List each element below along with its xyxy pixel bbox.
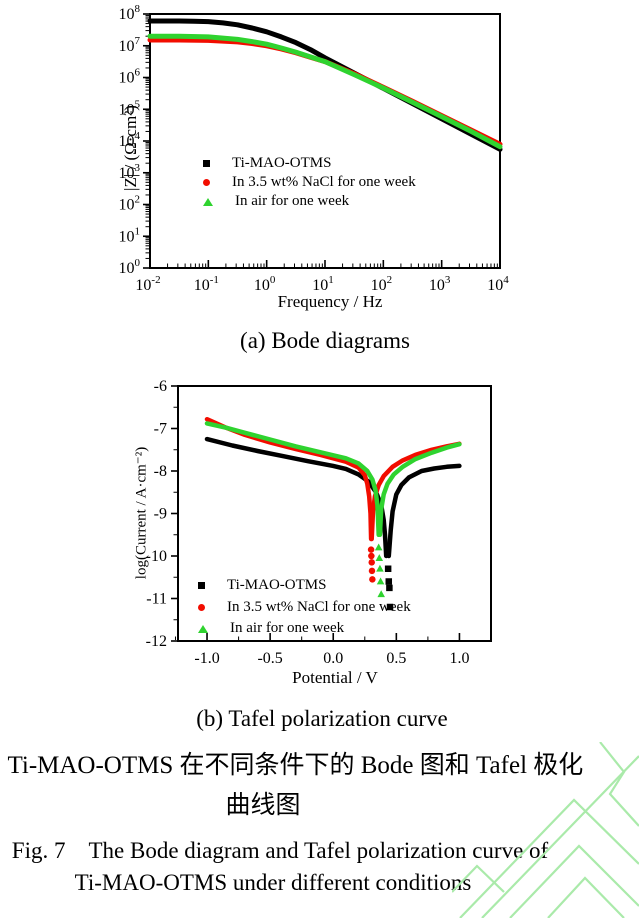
svg-text:0.5: 0.5 (386, 650, 406, 667)
black-square-marker-icon (198, 582, 205, 589)
legend-item-air-week: In air for one week (198, 621, 344, 636)
bode-chart-canvas: 10-2 10-1 100 101 102 103 104 100 101 102 103 104 10… (119, 3, 510, 294)
svg-text:-11: -11 (146, 591, 167, 608)
legend-item-air-week: In air for one week (203, 194, 349, 209)
legend-label: Ti-MAO-OTMS (227, 577, 327, 593)
legend-label: In 3.5 wt% NaCl for one week (232, 174, 416, 190)
svg-text:-10: -10 (146, 548, 167, 565)
figure-caption-zh-line1: 图 7 Ti-MAO-OTMS 在不同条件下的 Bode 图和 Tafel 极化 (0, 752, 584, 779)
svg-text:103: 103 (429, 274, 451, 294)
svg-text:-12: -12 (146, 633, 167, 650)
figure-caption-zh-line2: 曲线图 (225, 792, 301, 819)
svg-text:108: 108 (119, 3, 141, 23)
tafel-y-axis-label: log(Current / A·cm⁻²) (133, 446, 150, 580)
green-triangle-marker-icon (198, 624, 208, 633)
svg-text:106: 106 (119, 67, 141, 87)
green-triangle-marker-icon (203, 197, 213, 206)
svg-text:-0.5: -0.5 (257, 650, 282, 667)
svg-text:10-2: 10-2 (135, 274, 160, 294)
svg-text:-6: -6 (154, 378, 167, 395)
black-square-marker-icon (203, 160, 210, 167)
bode-x-axis-label: Frequency / Hz (277, 292, 383, 311)
legend-label: Ti-MAO-OTMS (232, 155, 332, 171)
figure-caption-en-line1: Fig. 7 The Bode diagram and Tafel polari… (11, 838, 549, 863)
legend-label: In air for one week (235, 193, 350, 209)
svg-text:101: 101 (119, 225, 141, 245)
svg-text:-9: -9 (154, 506, 167, 523)
red-circle-marker-icon (203, 179, 210, 186)
svg-text:102: 102 (119, 194, 141, 214)
svg-text:10-1: 10-1 (194, 274, 219, 294)
tafel-x-axis-label: Potential / V (292, 668, 378, 687)
svg-text:-7: -7 (154, 421, 167, 438)
svg-text:100: 100 (254, 274, 276, 294)
subcaption-b: (b) Tafel polarization curve (196, 706, 448, 731)
svg-text:107: 107 (119, 35, 141, 55)
svg-text:100: 100 (119, 257, 141, 277)
legend-item-ti-mao-otms: Ti-MAO-OTMS (198, 578, 326, 593)
figure-caption-en-line2: Ti-MAO-OTMS under different conditions (74, 870, 472, 895)
legend-item-nacl-week: In 3.5 wt% NaCl for one week (198, 600, 411, 615)
red-circle-marker-icon (198, 604, 205, 611)
tafel-chart-canvas: -1.0 -0.5 0.0 0.5 1.0 -6 -7 -8 -9 -10 -11 -12 (146, 378, 492, 667)
legend-item-nacl-week: In 3.5 wt% NaCl for one week (203, 175, 416, 190)
svg-text:105: 105 (119, 98, 141, 118)
bode-y-axis-label: |Z| / (Ω·cm²) (121, 105, 140, 191)
svg-text:-8: -8 (154, 463, 167, 480)
svg-text:102: 102 (371, 274, 393, 294)
legend-label: In air for one week (230, 620, 345, 636)
legend-label: In 3.5 wt% NaCl for one week (227, 599, 411, 615)
svg-text:1.0: 1.0 (449, 650, 469, 667)
svg-text:101: 101 (312, 274, 334, 294)
legend-item-ti-mao-otms: Ti-MAO-OTMS (203, 156, 331, 171)
svg-text:0.0: 0.0 (323, 650, 343, 667)
svg-text:104: 104 (119, 130, 141, 150)
svg-text:-1.0: -1.0 (194, 650, 219, 667)
svg-text:103: 103 (119, 162, 141, 182)
svg-text:104: 104 (487, 274, 509, 294)
watermark-pattern (452, 742, 639, 918)
subcaption-a: (a) Bode diagrams (240, 328, 410, 353)
